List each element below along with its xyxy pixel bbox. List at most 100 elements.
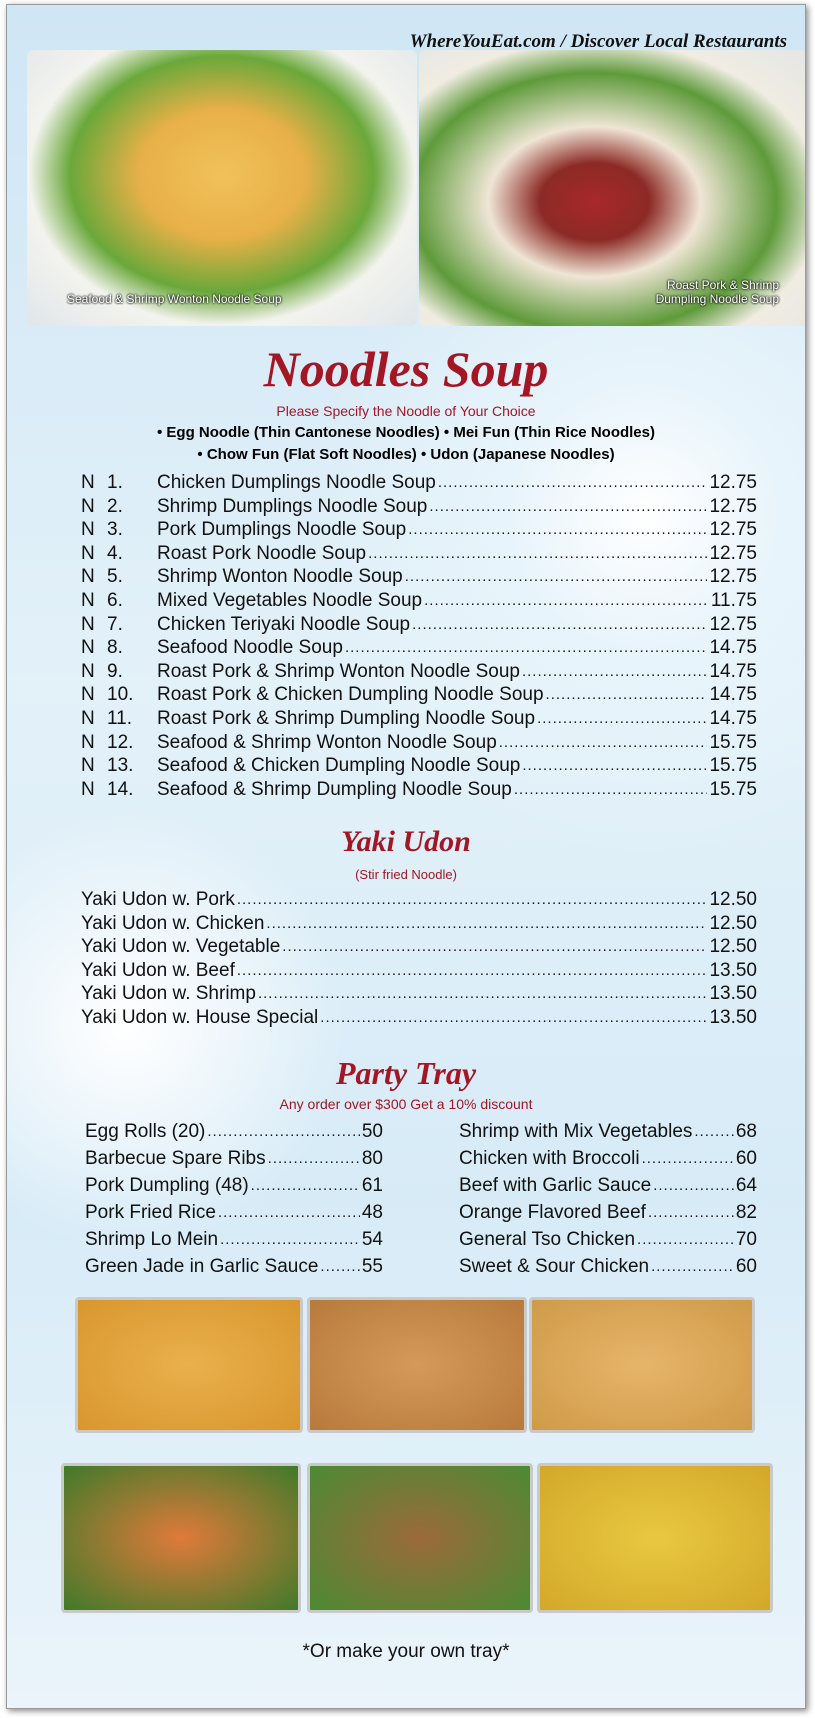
- menu-item: Yaki Udon w. Chicken12.50: [81, 913, 757, 935]
- menu-item: Green Jade in Garlic Sauce55: [85, 1256, 383, 1278]
- menu-item: Yaki Udon w. House Special13.50: [81, 1007, 757, 1029]
- item-name: Roast Pork & Chicken Dumpling Noodle Sou…: [157, 684, 707, 706]
- menu-item: Orange Flavored Beef82: [459, 1202, 757, 1224]
- item-name: Chicken Dumplings Noodle Soup: [157, 472, 707, 494]
- item-code: N 8.: [81, 637, 157, 659]
- menu-item: Barbecue Spare Ribs80: [85, 1148, 383, 1170]
- item-price: 12.75: [709, 519, 757, 541]
- item-price: 82: [735, 1202, 757, 1223]
- photo-caption: Roast Pork & Shrimp Dumpling Noodle Soup: [655, 278, 779, 306]
- item-price: 12.75: [709, 566, 757, 588]
- noodles-title: Noodles Soup: [263, 341, 549, 397]
- item-name: Chicken Teriyaki Noodle Soup: [157, 614, 707, 636]
- item-price: 15.75: [709, 778, 757, 800]
- item-name: Yaki Udon w. Pork: [81, 889, 707, 911]
- item-name: Pork Fried Rice: [85, 1202, 360, 1224]
- item-price: 15.75: [709, 755, 757, 777]
- item-name: Roast Pork & Shrimp Wonton Noodle Soup: [157, 661, 707, 683]
- item-name: Beef with Garlic Sauce: [459, 1175, 734, 1197]
- noodles-subtitle: Please Specify the Noodle of Your Choice: [276, 403, 536, 419]
- item-prefix: N: [81, 637, 95, 659]
- item-price: 15.75: [709, 731, 757, 753]
- menu-item: N 4. Roast Pork Noodle Soup12.75: [81, 543, 757, 565]
- item-prefix: N: [81, 778, 95, 800]
- menu-item: N 10. Roast Pork & Chicken Dumpling Noodle…: [81, 684, 757, 706]
- item-name: Orange Flavored Beef: [459, 1202, 734, 1224]
- item-price: 11.75: [710, 590, 757, 611]
- menu-item: N 2. Shrimp Dumplings Noodle Soup12.75: [81, 496, 757, 518]
- item-code: N 1.: [81, 472, 157, 494]
- tray-photo-sesame-chicken: [307, 1463, 533, 1613]
- menu-item: Yaki Udon w. Vegetable12.50: [81, 936, 757, 958]
- menu-item: N 11. Roast Pork & Shrimp Dumpling Noodle …: [81, 708, 757, 730]
- item-name: Shrimp Lo Mein: [85, 1229, 360, 1251]
- item-name: Green Jade in Garlic Sauce: [85, 1256, 360, 1278]
- menu-item: Pork Dumpling (48)61: [85, 1175, 383, 1197]
- item-number: 7.: [107, 613, 123, 635]
- item-code: N 4.: [81, 543, 157, 565]
- menu-item: Shrimp with Mix Vegetables68: [459, 1121, 757, 1143]
- tray-photo-lo-mein: [537, 1463, 773, 1613]
- item-prefix: N: [81, 566, 95, 588]
- item-name: Yaki Udon w. Vegetable: [81, 936, 707, 958]
- item-price: 12.75: [709, 495, 757, 517]
- item-name: Shrimp Wonton Noodle Soup: [157, 566, 707, 588]
- item-prefix: N: [81, 542, 95, 564]
- menu-item: N 8. Seafood Noodle Soup14.75: [81, 637, 757, 659]
- menu-item: N 1. Chicken Dumplings Noodle Soup12.75: [81, 472, 757, 494]
- item-price: 12.75: [709, 613, 757, 635]
- menu-item: Yaki Udon w. Beef13.50: [81, 960, 757, 982]
- item-prefix: N: [81, 731, 95, 753]
- item-name: Yaki Udon w. House Special: [81, 1007, 707, 1029]
- item-price: 13.50: [709, 1007, 757, 1028]
- item-code: N 2.: [81, 496, 157, 518]
- item-name: Seafood & Shrimp Wonton Noodle Soup: [157, 732, 707, 754]
- item-price: 48: [361, 1202, 383, 1223]
- item-price: 12.50: [709, 936, 757, 958]
- item-price: 14.75: [709, 660, 757, 682]
- menu-item: N 9. Roast Pork & Shrimp Wonton Noodle Sou…: [81, 661, 757, 683]
- item-price: 50: [361, 1121, 383, 1142]
- item-price: 14.75: [709, 637, 757, 659]
- menu-item: Yaki Udon w. Shrimp13.50: [81, 983, 757, 1005]
- menu-item: Sweet & Sour Chicken60: [459, 1256, 757, 1278]
- menu-item: Egg Rolls (20)50: [85, 1121, 383, 1143]
- item-price: 14.75: [709, 684, 757, 706]
- item-name: Sweet & Sour Chicken: [459, 1256, 734, 1278]
- menu-item: N 12. Seafood & Shrimp Wonton Noodle Soup1…: [81, 732, 757, 754]
- item-code: N 13.: [81, 755, 157, 777]
- tray-photo-shrimp: [61, 1463, 301, 1613]
- item-code: N 12.: [81, 732, 157, 754]
- item-number: 2.: [107, 495, 123, 517]
- menu-item: N 5. Shrimp Wonton Noodle Soup12.75: [81, 566, 757, 588]
- item-name: Seafood & Chicken Dumpling Noodle Soup: [157, 755, 707, 777]
- item-number: 3.: [107, 519, 123, 541]
- item-name: Egg Rolls (20): [85, 1121, 360, 1143]
- menu-page: WhereYouEat.com / Discover Local Restaur…: [6, 4, 806, 1709]
- item-name: Roast Pork Noodle Soup: [157, 543, 707, 565]
- item-name: Yaki Udon w. Chicken: [81, 913, 707, 935]
- yaki-title: Yaki Udon: [341, 825, 471, 858]
- item-price: 80: [361, 1148, 383, 1169]
- item-name: Pork Dumpling (48): [85, 1175, 360, 1197]
- item-code: N 7.: [81, 614, 157, 636]
- item-name: Seafood & Shrimp Dumpling Noodle Soup: [157, 779, 707, 801]
- party-subtitle: Any order over $300 Get a 10% discount: [279, 1096, 533, 1112]
- item-name: Pork Dumplings Noodle Soup: [157, 519, 707, 541]
- item-number: 14.: [107, 778, 134, 800]
- item-code: N 10.: [81, 684, 157, 706]
- item-prefix: N: [81, 613, 95, 635]
- noodle-choices: • Egg Noodle (Thin Cantonese Noodles) • …: [156, 424, 655, 441]
- item-price: 12.50: [709, 889, 757, 910]
- item-name: Mixed Vegetables Noodle Soup: [157, 590, 709, 612]
- noodle-choices: • Chow Fun (Flat Soft Noodles) • Udon (J…: [197, 446, 615, 463]
- menu-item: N 6. Mixed Vegetables Noodle Soup11.75: [81, 590, 757, 612]
- item-prefix: N: [81, 755, 95, 777]
- item-price: 12.50: [709, 912, 757, 934]
- item-number: 6.: [107, 590, 123, 611]
- item-price: 70: [735, 1229, 757, 1250]
- item-code: N 5.: [81, 566, 157, 588]
- tray-photo-chicken: [75, 1297, 303, 1433]
- party-footer: *Or make your own tray*: [302, 1641, 510, 1662]
- photo-caption: Seafood & Shrimp Wonton Noodle Soup: [67, 292, 282, 306]
